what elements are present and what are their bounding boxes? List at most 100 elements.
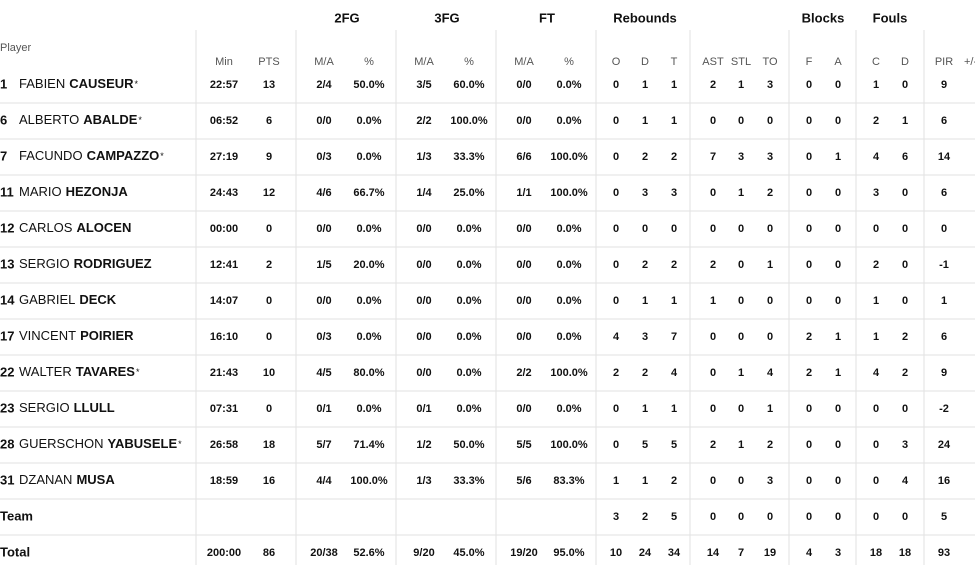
stat-cell: 0 — [738, 331, 744, 343]
stat-cell: -2 — [939, 403, 949, 415]
stat-cell: 0 — [835, 439, 841, 451]
column-header: M/A — [314, 56, 334, 68]
stat-cell: 0 — [767, 331, 773, 343]
stat-cell: 50.0% — [453, 439, 484, 451]
stat-cell: 100.0% — [350, 475, 388, 487]
player-name: SERGIO LLULL — [19, 400, 115, 415]
column-header: % — [364, 56, 374, 68]
column-header: M/A — [514, 56, 534, 68]
stat-cell: 3 — [902, 439, 908, 451]
stat-cell: 7 — [738, 547, 744, 559]
first-name: GUERSCHON — [19, 436, 104, 451]
stat-cell: 0 — [738, 115, 744, 127]
first-name: FACUNDO — [19, 148, 83, 163]
player-name: CARLOS ALOCEN — [19, 220, 131, 235]
stat-cell: 16 — [938, 475, 950, 487]
stat-cell: 93 — [938, 547, 950, 559]
stat-cell: 0 — [835, 475, 841, 487]
first-name: DZANAN — [19, 472, 72, 487]
column-header: C — [872, 56, 880, 68]
player-number: 17 — [0, 328, 14, 343]
stat-cell: 0 — [902, 79, 908, 91]
stat-cell: 26:58 — [210, 439, 238, 451]
stat-cell: 2 — [767, 187, 773, 199]
first-name: CARLOS — [19, 220, 73, 235]
last-name: YABUSELE — [108, 436, 178, 451]
stat-cell: 4/4 — [316, 475, 332, 487]
stat-cell: 06:52 — [210, 115, 238, 127]
stat-cell: 0.0% — [356, 151, 381, 163]
stat-cell: 2 — [642, 259, 648, 271]
group-header: Rebounds — [613, 10, 677, 25]
stat-cell: 0 — [613, 439, 619, 451]
player-number: 1 — [0, 76, 7, 91]
stat-cell: 2 — [710, 439, 716, 451]
stat-cell: 10 — [610, 547, 622, 559]
stat-cell: 1 — [710, 295, 716, 307]
stat-cell: 1 — [873, 79, 879, 91]
group-header: 3FG — [434, 10, 459, 25]
stat-cell: 1 — [835, 151, 841, 163]
group-header: 2FG — [334, 10, 359, 25]
stat-cell: 0.0% — [456, 367, 481, 379]
stat-cell: 7 — [671, 331, 677, 343]
stat-cell: 4 — [873, 367, 880, 379]
stat-cell: 0 — [738, 295, 744, 307]
player-name: DZANAN MUSA — [19, 472, 115, 487]
stat-cell: 100.0% — [550, 151, 588, 163]
stat-cell: 2 — [710, 259, 716, 271]
stat-cell: 0.0% — [356, 115, 381, 127]
stat-cell: 1 — [613, 475, 619, 487]
stat-cell: 60.0% — [453, 79, 484, 91]
player-number: 12 — [0, 220, 14, 235]
stat-cell: 0.0% — [356, 295, 381, 307]
stat-cell: 2 — [902, 331, 908, 343]
stat-cell: 0 — [767, 223, 773, 235]
stat-cell: 4/5 — [316, 367, 331, 379]
player-name: GUERSCHON YABUSELE* — [19, 436, 182, 451]
stat-cell: 0.0% — [556, 223, 581, 235]
stat-cell: 3 — [873, 187, 879, 199]
player-name: WALTER TAVARES* — [19, 364, 140, 379]
stat-cell: 1 — [671, 295, 677, 307]
stat-cell: 12 — [263, 187, 275, 199]
player-number: 31 — [0, 472, 14, 487]
group-header: Blocks — [802, 10, 845, 25]
stat-cell: 0 — [738, 475, 744, 487]
last-name: TAVARES — [76, 364, 136, 379]
stat-cell: 2 — [266, 259, 272, 271]
stat-cell: 0.0% — [356, 331, 381, 343]
stat-cell: 0/1 — [416, 403, 431, 415]
stat-cell: 0 — [710, 403, 716, 415]
stat-cell: 4 — [671, 367, 678, 379]
last-name: MUSA — [76, 472, 115, 487]
stat-cell: 52.6% — [353, 547, 384, 559]
stat-cell: 3 — [767, 79, 773, 91]
stat-cell: 100.0% — [450, 115, 488, 127]
starter-marker: * — [135, 79, 139, 89]
stat-cell: 0 — [767, 295, 773, 307]
stat-cell: 0.0% — [556, 403, 581, 415]
stat-cell: 0 — [806, 403, 812, 415]
stat-cell: 2 — [642, 151, 648, 163]
player-number: 23 — [0, 400, 14, 415]
row-label: Total — [0, 544, 30, 559]
stat-cell: 0 — [710, 115, 716, 127]
stat-cell: 1/3 — [416, 151, 431, 163]
stat-cell: 3 — [738, 151, 744, 163]
stat-cell: 0 — [806, 475, 812, 487]
stat-cell: 14 — [707, 547, 720, 559]
stat-cell: 0 — [710, 223, 716, 235]
column-header: AST — [702, 56, 724, 68]
stat-cell: 0.0% — [456, 403, 481, 415]
stat-cell: 2 — [613, 367, 619, 379]
stat-cell: 71.4% — [353, 439, 384, 451]
stat-cell: 24:43 — [210, 187, 238, 199]
stat-cell: 1 — [671, 403, 677, 415]
stat-cell: 3 — [671, 187, 677, 199]
stat-cell: 12:41 — [210, 259, 238, 271]
last-name: ABALDE — [83, 112, 137, 127]
stat-cell: 2 — [806, 367, 812, 379]
stat-cell: 0 — [767, 115, 773, 127]
stat-cell: 0 — [710, 187, 716, 199]
